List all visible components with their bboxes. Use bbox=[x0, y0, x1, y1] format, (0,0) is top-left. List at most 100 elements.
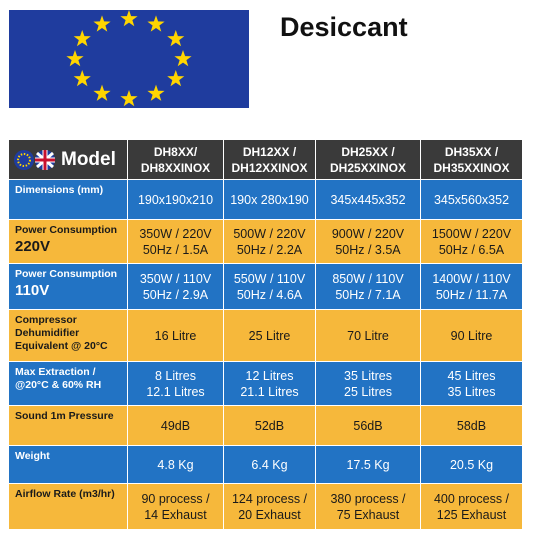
table-cell: 20.5 Kg bbox=[421, 446, 522, 483]
table-cell: 17.5 Kg bbox=[316, 446, 420, 483]
table-cell: 90 process /14 Exhaust bbox=[128, 484, 223, 529]
cell-text: 500W / 220V bbox=[233, 226, 306, 241]
cell-text: 25 Litres bbox=[344, 384, 392, 399]
cell-text: 50Hz / 2.9A bbox=[142, 287, 209, 302]
cell-text: 58dB bbox=[456, 418, 487, 433]
cell-text: 345x445x352 bbox=[330, 192, 406, 207]
table-cell: 900W / 220V 50Hz / 3.5A bbox=[316, 220, 420, 263]
cell-text: @20°C & 60% RH bbox=[15, 379, 102, 391]
table-cell: 850W / 110V 50Hz / 7.1A bbox=[316, 264, 420, 309]
cell-text: 12 Litres bbox=[245, 368, 294, 383]
column-header: DH12XX / DH12XXINOX bbox=[224, 140, 315, 179]
cell-text: 550W / 110V bbox=[233, 271, 306, 286]
cell-text: 50Hz / 4.6A bbox=[236, 287, 303, 302]
cell-text: 125 Exhaust bbox=[436, 507, 507, 522]
table-cell: 4.8 Kg bbox=[128, 446, 223, 483]
table-cell: 350W / 110V 50Hz / 2.9A bbox=[128, 264, 223, 309]
cell-text: DH35XX / DH35XXINOX bbox=[433, 144, 510, 175]
row-label: Dimensions (mm) bbox=[9, 180, 127, 219]
cell-text: 21.1 Litres bbox=[240, 384, 299, 399]
cell-text: 25 Litre bbox=[248, 328, 291, 343]
cell-text: 17.5 Kg bbox=[346, 457, 390, 472]
cell-text: 4.8 Kg bbox=[157, 457, 194, 472]
table-cell: 58dB bbox=[421, 406, 522, 445]
table-cell: 124 process /20 Exhaust bbox=[224, 484, 315, 529]
row-label: Power Consumption 110V bbox=[9, 264, 127, 309]
flag-icons bbox=[14, 149, 55, 170]
cell-text: DH12XX / DH12XXINOX bbox=[231, 144, 308, 175]
table-cell: 345x445x352 bbox=[316, 180, 420, 219]
cell-text: 345x560x352 bbox=[433, 192, 510, 207]
cell-text: Model bbox=[61, 148, 116, 170]
cell-text: 12.1 Litres bbox=[146, 384, 205, 399]
cell-text: Power Consumption bbox=[15, 268, 118, 280]
cell-text: 850W / 110V bbox=[332, 271, 404, 286]
cell-text: 52dB bbox=[254, 418, 285, 433]
cell-text: 90 Litre bbox=[450, 328, 493, 343]
cell-text: DH25XX / DH25XXINOX bbox=[329, 144, 407, 175]
cell-text: 124 process / bbox=[231, 491, 308, 506]
table-cell: 190x 280x190 bbox=[224, 180, 315, 219]
table-cell: 350W / 220V 50Hz / 1.5A bbox=[128, 220, 223, 263]
eu-flag bbox=[9, 10, 249, 108]
cell-text: 6.4 Kg bbox=[251, 457, 288, 472]
column-header: Model bbox=[9, 140, 127, 179]
cell-text: 90 process / bbox=[141, 491, 210, 506]
table-cell: 70 Litre bbox=[316, 310, 420, 361]
cell-text: 350W / 110V bbox=[139, 271, 212, 286]
cell-text: 20.5 Kg bbox=[449, 457, 494, 472]
table-cell: 35 Litres 25 Litres bbox=[316, 362, 420, 405]
spec-table: Model DH8XX/ DH8XXINOX DH12XX / DH12XXINOX… bbox=[9, 140, 522, 529]
cell-text: Max Extraction / bbox=[15, 366, 96, 378]
cell-text: 50Hz / 1.5A bbox=[142, 242, 209, 257]
cell-text: 50Hz / 11.7A bbox=[435, 287, 508, 302]
cell-text: 35 Litres bbox=[344, 368, 392, 383]
table-cell: 8 Litres 12.1 Litres bbox=[128, 362, 223, 405]
cell-text: 45 Litres bbox=[447, 368, 496, 383]
row-label: Airflow Rate (m3/hr) bbox=[9, 484, 127, 529]
cell-text: 190x190x210 bbox=[137, 192, 214, 207]
cell-text: 8 Litres bbox=[155, 368, 196, 383]
cell-text: 110V bbox=[15, 282, 50, 299]
cell-text: 190x 280x190 bbox=[230, 192, 309, 207]
title: Desiccant bbox=[280, 12, 408, 42]
table-cell: 49dB bbox=[128, 406, 223, 445]
cell-text: Airflow Rate (m3/hr) bbox=[15, 488, 115, 500]
table-cell: 400 process /125 Exhaust bbox=[421, 484, 522, 529]
cell-text: Dimensions (mm) bbox=[15, 184, 104, 196]
cell-text: 20 Exhaust bbox=[238, 507, 301, 522]
cell-text: 50Hz / 2.2A bbox=[236, 242, 303, 257]
row-label: Sound 1m Pressure bbox=[9, 406, 127, 445]
table-cell: 550W / 110V 50Hz / 4.6A bbox=[224, 264, 315, 309]
cell-text: DH8XX/ DH8XXINOX bbox=[140, 144, 211, 175]
cell-text: Equivalent @ 20°C bbox=[15, 340, 108, 352]
table-cell: 345x560x352 bbox=[421, 180, 522, 219]
table-cell: 16 Litre bbox=[128, 310, 223, 361]
cell-text: Weight bbox=[15, 450, 50, 462]
cell-text: Power Consumption bbox=[15, 224, 118, 236]
table-cell: 6.4 Kg bbox=[224, 446, 315, 483]
cell-text: 50Hz / 6.5A bbox=[438, 242, 505, 257]
cell-text: 350W / 220V bbox=[139, 226, 212, 241]
cell-text: 380 process / bbox=[330, 491, 406, 506]
cell-text: 1400W / 110V bbox=[432, 271, 511, 286]
table-cell: 190x190x210 bbox=[128, 180, 223, 219]
cell-text: 220V bbox=[15, 238, 51, 255]
column-header: DH8XX/ DH8XXINOX bbox=[128, 140, 223, 179]
table-cell: 90 Litre bbox=[421, 310, 522, 361]
cell-text: 70 Litre bbox=[347, 328, 389, 343]
cell-text: 75 Exhaust bbox=[336, 507, 400, 522]
cell-text: 35 Litres bbox=[447, 384, 496, 399]
row-label: Weight bbox=[9, 446, 127, 483]
cell-text: 14 Exhaust bbox=[144, 507, 207, 522]
cell-text: 49dB bbox=[160, 418, 191, 433]
table-cell: 56dB bbox=[316, 406, 420, 445]
cell-text: 900W / 220V bbox=[331, 226, 405, 241]
cell-text: 50Hz / 3.5A bbox=[335, 242, 401, 257]
table-cell: 52dB bbox=[224, 406, 315, 445]
table-cell: 25 Litre bbox=[224, 310, 315, 361]
table-cell: 1400W / 110V 50Hz / 11.7A bbox=[421, 264, 522, 309]
cell-text: Dehumidifier bbox=[15, 327, 80, 339]
cell-text: 16 Litre bbox=[154, 328, 197, 343]
